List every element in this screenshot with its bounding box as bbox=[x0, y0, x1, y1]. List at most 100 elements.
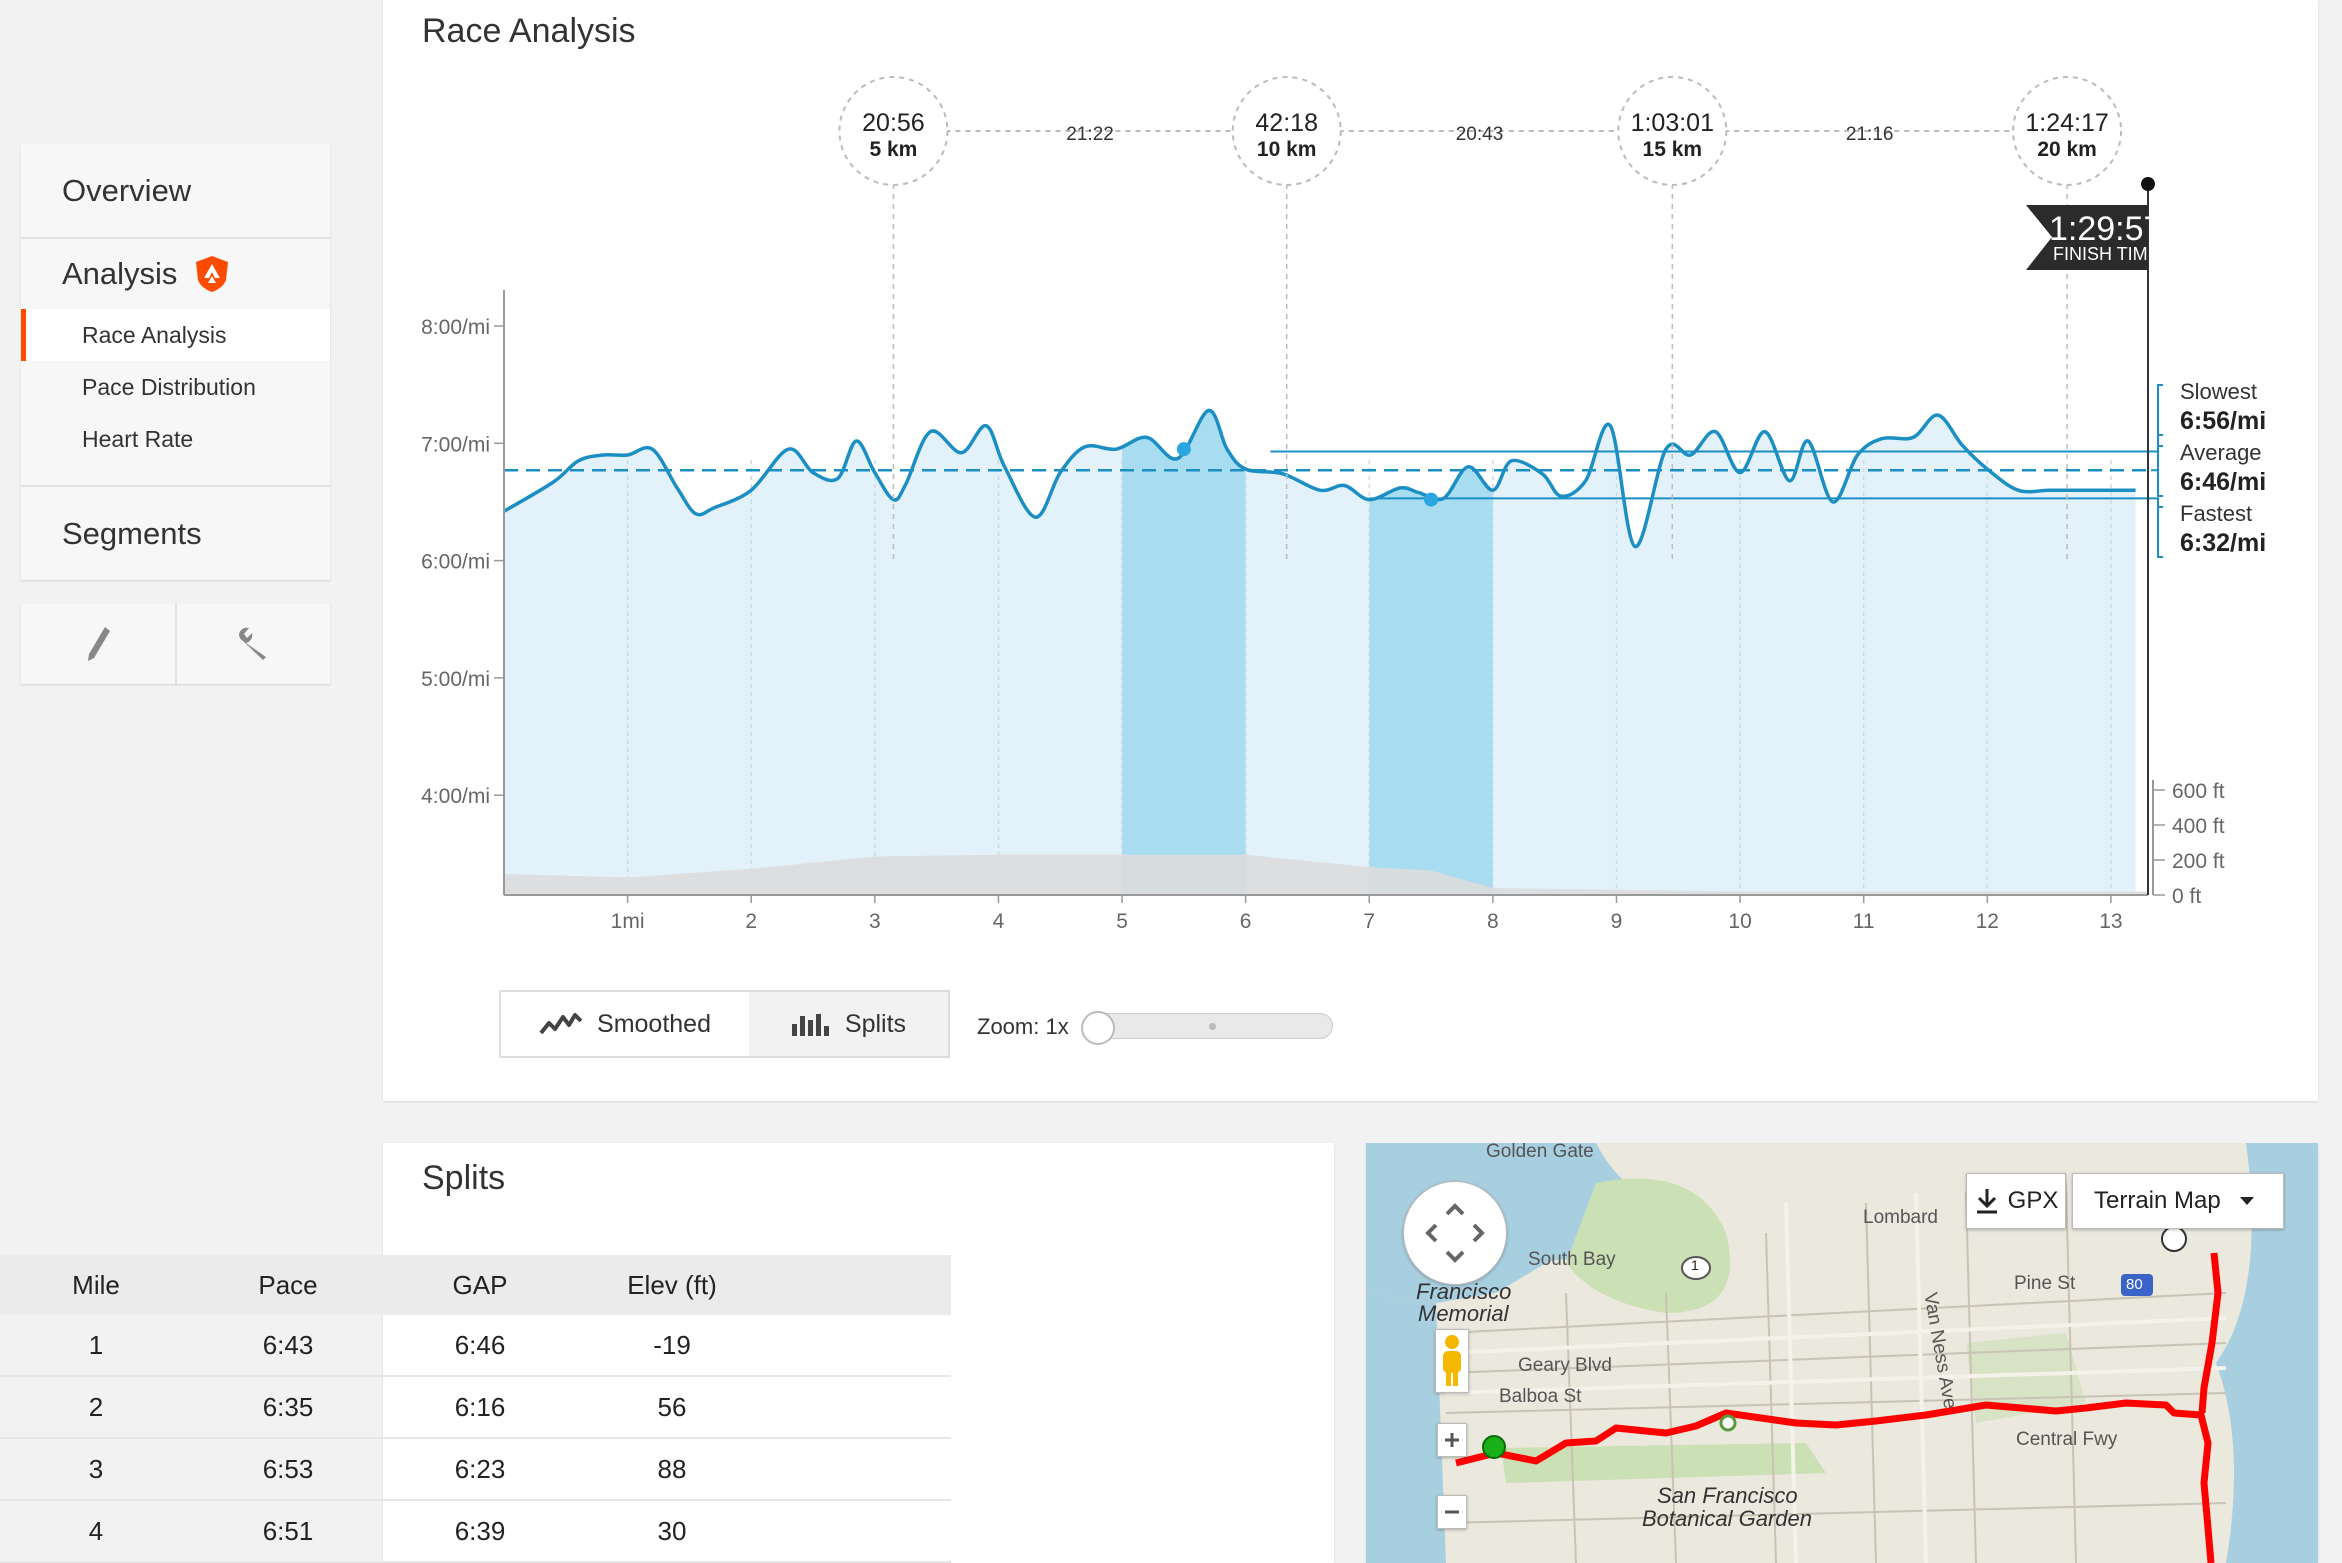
splits-toggle[interactable]: Splits bbox=[749, 990, 950, 1058]
x-tick-label: 9 bbox=[1611, 910, 1623, 933]
split-pace: 6:35 bbox=[192, 1376, 384, 1439]
race-analysis-chart[interactable]: Slowest 6:56/mi Average 6:46/mi Fastest 6:32/… bbox=[383, 0, 2318, 970]
street-view-pegman[interactable] bbox=[1435, 1329, 1469, 1393]
gpx-download-button[interactable]: GPX bbox=[1966, 1173, 2066, 1229]
x-tick-label: 1mi bbox=[611, 910, 645, 933]
smoothed-toggle[interactable]: Smoothed bbox=[499, 990, 751, 1058]
actions-button[interactable] bbox=[177, 604, 331, 684]
plus-icon bbox=[1445, 1433, 1459, 1447]
route-start-marker bbox=[1482, 1435, 1506, 1459]
elevation-area bbox=[504, 854, 2148, 895]
map-label: Botanical Garden bbox=[1642, 1506, 1812, 1531]
nav-analysis[interactable]: Analysis bbox=[21, 239, 330, 309]
x-tick-label: 5 bbox=[1116, 910, 1128, 933]
checkpoint-bubble bbox=[838, 76, 949, 186]
checkpoint-bubble bbox=[1231, 76, 1342, 186]
x-tick-label: 13 bbox=[2099, 910, 2122, 933]
split-elev: 56 bbox=[576, 1376, 768, 1439]
marker-label: Average bbox=[2180, 440, 2262, 465]
map-label: South Bay bbox=[1528, 1249, 1616, 1270]
zoom-slider-handle[interactable] bbox=[1081, 1011, 1115, 1045]
y-tick-label: 6:00/mi bbox=[421, 551, 490, 574]
zoom-in-button[interactable] bbox=[1437, 1423, 1467, 1457]
race-analysis-card: Race Analysis Slowest 6:56/mi Average 6:46/… bbox=[383, 0, 2318, 1101]
highway-shield: 1 bbox=[1691, 1257, 1699, 1273]
marker-label: Fastest bbox=[2180, 501, 2252, 526]
nav-race-analysis[interactable]: Race Analysis bbox=[21, 309, 330, 361]
nav-heart-rate[interactable]: Heart Rate bbox=[82, 426, 194, 452]
marker-value: 6:46/mi bbox=[2180, 468, 2266, 496]
x-tick-label: 12 bbox=[1976, 910, 1999, 933]
activity-tools bbox=[21, 604, 330, 684]
table-row: 3 6:53 6:23 88 bbox=[0, 1438, 951, 1501]
split-mile: 1 bbox=[0, 1315, 192, 1377]
slowest-point bbox=[1176, 442, 1191, 457]
caret-down-icon bbox=[2239, 1197, 2254, 1205]
x-tick-label: 3 bbox=[869, 910, 881, 933]
zoom-label: Zoom: 1x bbox=[977, 1014, 1069, 1039]
table-row: 2 6:35 6:16 56 bbox=[0, 1376, 951, 1439]
zoom-out-button[interactable] bbox=[1437, 1495, 1467, 1529]
split-interval-label: 21:16 bbox=[1846, 124, 1894, 145]
column-mile[interactable]: Mile bbox=[0, 1255, 192, 1315]
elevation-tick-label: 400 ft bbox=[2172, 815, 2225, 838]
marker-bracket bbox=[2151, 445, 2163, 497]
y-tick-label: 5:00/mi bbox=[421, 668, 490, 691]
map-label: Lombard bbox=[1863, 1207, 1938, 1228]
download-icon bbox=[1976, 1189, 1997, 1214]
nav-overview[interactable]: Overview bbox=[21, 144, 330, 239]
x-tick-label: 2 bbox=[745, 910, 757, 933]
map-tiles bbox=[1366, 1143, 2318, 1563]
map-type-select[interactable]: Terrain Map bbox=[2072, 1173, 2284, 1229]
finish-label: FINISH TIME bbox=[2053, 244, 2160, 264]
y-tick-label: 7:00/mi bbox=[421, 433, 490, 456]
highlighted-split-band bbox=[1122, 410, 1246, 895]
nav-pace-distribution[interactable]: Pace Distribution bbox=[82, 374, 256, 400]
split-gap: 6:39 bbox=[384, 1500, 576, 1563]
column-pace[interactable]: Pace bbox=[192, 1255, 384, 1315]
pan-arrows-icon bbox=[1425, 1203, 1485, 1263]
edit-button[interactable] bbox=[21, 604, 177, 684]
split-gap: 6:16 bbox=[384, 1376, 576, 1439]
bar-chart-icon bbox=[791, 1014, 829, 1036]
x-tick-label: 6 bbox=[1240, 910, 1252, 933]
marker-bracket bbox=[2151, 384, 2163, 453]
map-label: Central Fwy bbox=[2016, 1429, 2118, 1450]
checkpoint-distance: 20 km bbox=[2037, 138, 2097, 161]
wrench-icon bbox=[239, 627, 267, 660]
route-map[interactable]: Golden Gate Lombard South Bay Francisco … bbox=[1366, 1143, 2318, 1563]
split-gap: 6:23 bbox=[384, 1438, 576, 1501]
marker-value: 6:56/mi bbox=[2180, 407, 2266, 435]
map-label: Memorial bbox=[1418, 1301, 1509, 1326]
table-row: 4 6:51 6:39 30 bbox=[0, 1500, 951, 1563]
route-line bbox=[1455, 1399, 2215, 1563]
minus-icon bbox=[1445, 1510, 1459, 1514]
split-interval-label: 21:22 bbox=[1066, 124, 1114, 145]
column-elev[interactable]: Elev (ft) bbox=[576, 1255, 768, 1315]
highway-shield: 80 bbox=[2126, 1276, 2143, 1293]
y-tick-label: 8:00/mi bbox=[421, 316, 490, 339]
split-elev: -19 bbox=[576, 1315, 768, 1377]
map-label: San Francisco bbox=[1657, 1483, 1798, 1508]
marker-value: 6:32/mi bbox=[2180, 529, 2266, 557]
premium-shield-icon bbox=[196, 256, 229, 292]
map-label: Geary Blvd bbox=[1518, 1355, 1612, 1376]
column-gap[interactable]: GAP bbox=[384, 1255, 576, 1315]
nav-segments[interactable]: Segments bbox=[62, 516, 202, 551]
y-tick-label: 4:00/mi bbox=[421, 785, 490, 808]
map-pan-control[interactable] bbox=[1403, 1181, 1507, 1285]
split-interval-label: 20:43 bbox=[1456, 124, 1504, 145]
split-elev: 30 bbox=[576, 1500, 768, 1563]
x-tick-label: 7 bbox=[1363, 910, 1375, 933]
splits-table: Mile Pace GAP Elev (ft) 1 6:43 6:46 -19 … bbox=[0, 1255, 951, 1563]
smoothed-line-icon bbox=[539, 1013, 583, 1035]
split-mile: 4 bbox=[0, 1500, 192, 1563]
split-gap: 6:46 bbox=[384, 1315, 576, 1377]
split-pace: 6:53 bbox=[192, 1438, 384, 1501]
elevation-tick-label: 200 ft bbox=[2172, 850, 2225, 873]
map-label: Pine St bbox=[2014, 1273, 2076, 1294]
checkpoint-time: 1:24:17 bbox=[2025, 109, 2108, 137]
pencil-icon bbox=[87, 627, 110, 661]
map-label: Balboa St bbox=[1499, 1386, 1582, 1407]
checkpoint-time: 42:18 bbox=[1255, 109, 1318, 137]
